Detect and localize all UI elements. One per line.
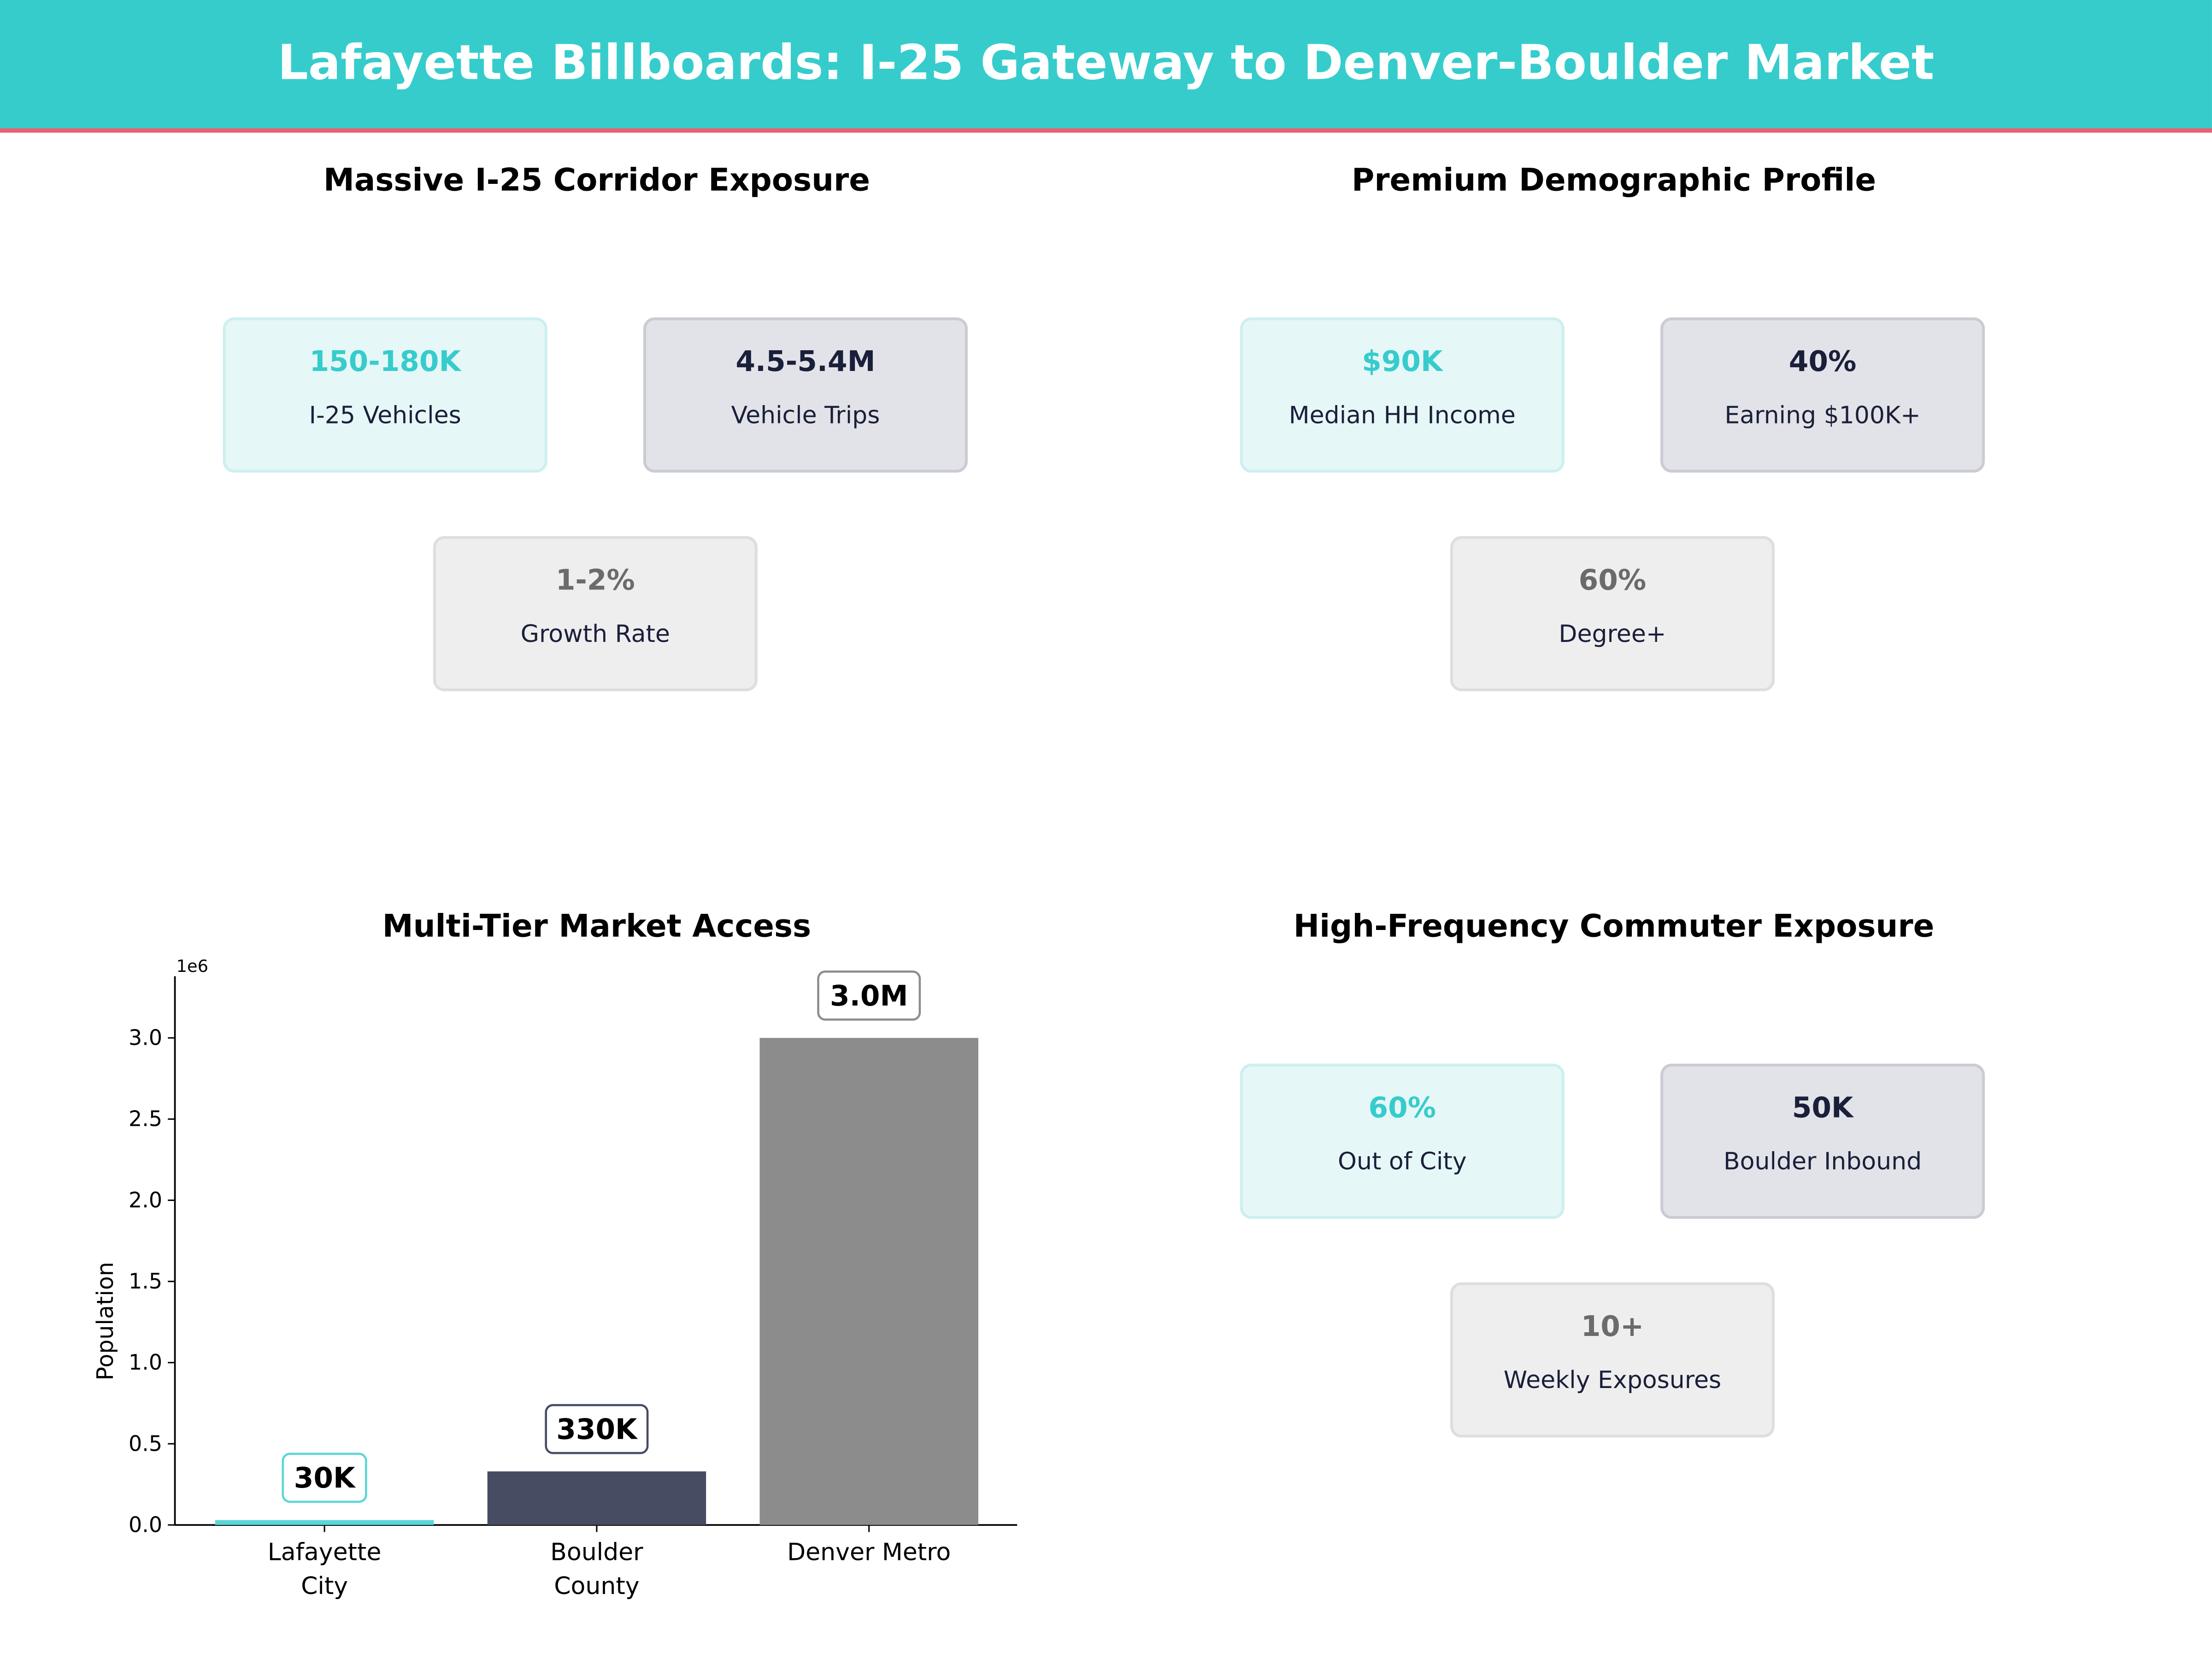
stat-label: Median HH Income xyxy=(1288,402,1516,430)
stat-label: Earning $100K+ xyxy=(1724,402,1921,430)
stat-label: Weekly Exposures xyxy=(1503,1367,1722,1395)
stat-value: 50K xyxy=(1792,1090,1853,1124)
y-tick-label: 0.0 xyxy=(129,1512,162,1537)
stat-value: 60% xyxy=(1578,563,1647,597)
chart-title: Multi-Tier Market Access xyxy=(382,910,812,946)
data-label-box xyxy=(817,971,921,1021)
y-tick-label: 2.5 xyxy=(129,1106,162,1131)
bar xyxy=(759,1038,978,1525)
header-banner: Lafayette Billboards: I-25 Gateway to De… xyxy=(0,0,2212,133)
stat-value: 60% xyxy=(1368,1090,1436,1124)
y-tick-label: 3.0 xyxy=(129,1025,162,1050)
stat-card: $90K Median HH Income xyxy=(1240,317,1565,473)
x-tick-label: Boulder xyxy=(550,1539,643,1566)
stat-label: Degree+ xyxy=(1559,620,1666,649)
stat-label: Out of City xyxy=(1338,1148,1467,1177)
stat-label: I-25 Vehicles xyxy=(309,402,461,430)
panel-title-demographic: Premium Demographic Profile xyxy=(1351,164,1877,199)
y-tick-label: 1.0 xyxy=(129,1350,162,1375)
x-tick-label: Lafayette xyxy=(268,1539,382,1566)
bar xyxy=(487,1471,706,1525)
data-label: 30K xyxy=(294,1462,356,1494)
stat-label: Growth Rate xyxy=(520,620,670,649)
x-tick-label: City xyxy=(301,1572,348,1600)
x-tick-label: County xyxy=(554,1572,639,1600)
panel-title-corridor: Massive I-25 Corridor Exposure xyxy=(323,164,870,199)
y-offset-text: 1e6 xyxy=(176,956,208,976)
stat-value: 4.5-5.4M xyxy=(735,344,876,378)
stat-card: 1-2% Growth Rate xyxy=(433,536,758,691)
stat-card: 60% Out of City xyxy=(1240,1064,1565,1219)
data-label-box xyxy=(282,1453,367,1503)
stat-card: 40% Earning $100K+ xyxy=(1660,317,1985,473)
bar xyxy=(215,1520,434,1525)
stat-value: 150-180K xyxy=(309,344,461,378)
stat-label: Vehicle Trips xyxy=(731,402,880,430)
stat-card: 4.5-5.4M Vehicle Trips xyxy=(643,317,968,473)
stat-card: 60% Degree+ xyxy=(1450,536,1775,691)
stat-value: $90K xyxy=(1362,344,1443,378)
data-label: 3.0M xyxy=(830,980,908,1012)
stat-value: 10+ xyxy=(1581,1309,1644,1343)
stat-card: 10+ Weekly Exposures xyxy=(1450,1282,1775,1438)
page-title: Lafayette Billboards: I-25 Gateway to De… xyxy=(277,35,1935,92)
stat-value: 40% xyxy=(1788,344,1857,378)
stat-label: Boulder Inbound xyxy=(1723,1148,1922,1177)
stat-card: 50K Boulder Inbound xyxy=(1660,1064,1985,1219)
y-tick-label: 1.5 xyxy=(129,1269,162,1294)
data-label: 330K xyxy=(556,1413,638,1446)
y-tick-label: 2.0 xyxy=(129,1188,162,1212)
y-axis-label: Population xyxy=(92,1262,118,1380)
y-tick-label: 0.5 xyxy=(129,1431,162,1456)
stat-value: 1-2% xyxy=(555,563,635,597)
x-tick-label: Denver Metro xyxy=(787,1539,951,1566)
data-label-box xyxy=(545,1404,649,1454)
stat-card: 150-180K I-25 Vehicles xyxy=(223,317,547,473)
panel-title-commuter: High-Frequency Commuter Exposure xyxy=(1293,910,1935,946)
